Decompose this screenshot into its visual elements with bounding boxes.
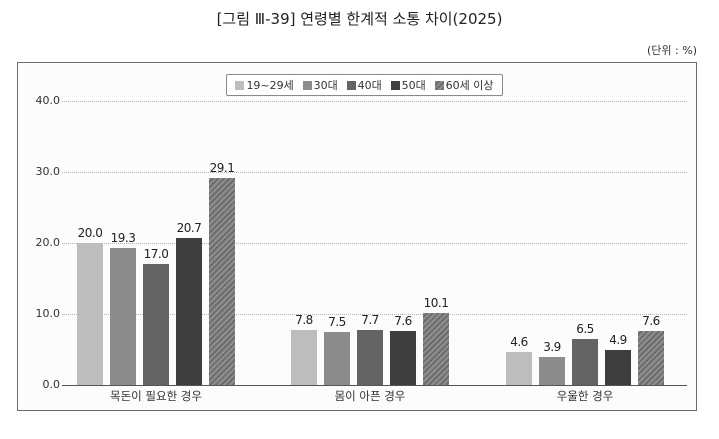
- legend-label: 19~29세: [246, 79, 294, 92]
- bar-value-label: 7.6: [394, 314, 412, 329]
- y-tick-label: 0.0: [42, 378, 61, 391]
- bar: [357, 330, 383, 385]
- legend-swatch-icon: [434, 80, 444, 90]
- legend-swatch-icon: [302, 80, 312, 90]
- legend-label: 40대: [357, 79, 382, 92]
- bar: [209, 178, 235, 385]
- bar-value-label: 6.5: [576, 321, 594, 336]
- bar: [506, 352, 532, 385]
- legend: 19~29세 30대 40대 50대 60세 이상: [226, 74, 503, 96]
- category-label: 몸이 아픈 경우: [334, 389, 406, 403]
- bar: [572, 338, 598, 385]
- legend-item: 19~29세: [235, 77, 294, 93]
- bar-value-label: 29.1: [209, 161, 235, 176]
- bar-value-label: 7.8: [295, 312, 313, 327]
- unit-label: (단위 : %): [647, 44, 697, 57]
- chart-title: [그림 Ⅲ-39] 연령별 한계적 소통 차이(2025): [216, 10, 503, 28]
- bar: [423, 313, 449, 385]
- bar-value-label: 7.5: [328, 314, 346, 329]
- bar-value-label: 7.6: [642, 314, 660, 329]
- bar: [605, 350, 631, 385]
- legend-swatch-icon: [390, 80, 400, 90]
- gridline: [62, 172, 687, 173]
- legend-item: 40대: [346, 77, 382, 93]
- bar-value-label: 20.7: [176, 221, 202, 236]
- category-label: 목돈이 필요한 경우: [110, 389, 202, 403]
- bar: [291, 329, 317, 385]
- legend-swatch-icon: [235, 80, 245, 90]
- bar: [539, 357, 565, 385]
- bar-value-label: 4.9: [609, 333, 627, 348]
- legend-label: 30대: [313, 79, 338, 92]
- gridline: [62, 101, 687, 102]
- bar: [110, 247, 136, 385]
- y-tick-label: 20.0: [35, 236, 61, 249]
- bar-value-label: 17.0: [143, 247, 169, 262]
- bar: [77, 243, 103, 385]
- y-tick-label: 30.0: [35, 165, 61, 178]
- category-label: 우울한 경우: [556, 389, 614, 403]
- legend-swatch-icon: [346, 80, 356, 90]
- legend-item: 30대: [302, 77, 338, 93]
- y-tick-label: 40.0: [35, 94, 61, 107]
- x-axis-line: [62, 385, 687, 386]
- bar-value-label: 4.6: [510, 335, 528, 350]
- bar: [390, 331, 416, 385]
- y-tick-label: 10.0: [35, 307, 61, 320]
- bar-value-label: 3.9: [543, 340, 561, 355]
- legend-item: 60세 이상: [434, 77, 494, 93]
- gridline: [62, 314, 687, 315]
- bar: [324, 331, 350, 385]
- bar-value-label: 10.1: [423, 296, 449, 311]
- legend-item: 50대: [390, 77, 426, 93]
- bar: [176, 238, 202, 385]
- gridline: [62, 243, 687, 244]
- legend-label: 50대: [401, 79, 426, 92]
- bar-value-label: 20.0: [77, 226, 103, 240]
- legend-label: 60세 이상: [445, 79, 494, 92]
- bar-value-label: 7.7: [361, 313, 379, 328]
- bar-value-label: 19.3: [110, 230, 136, 245]
- bar: [143, 264, 169, 385]
- bar: [638, 331, 664, 385]
